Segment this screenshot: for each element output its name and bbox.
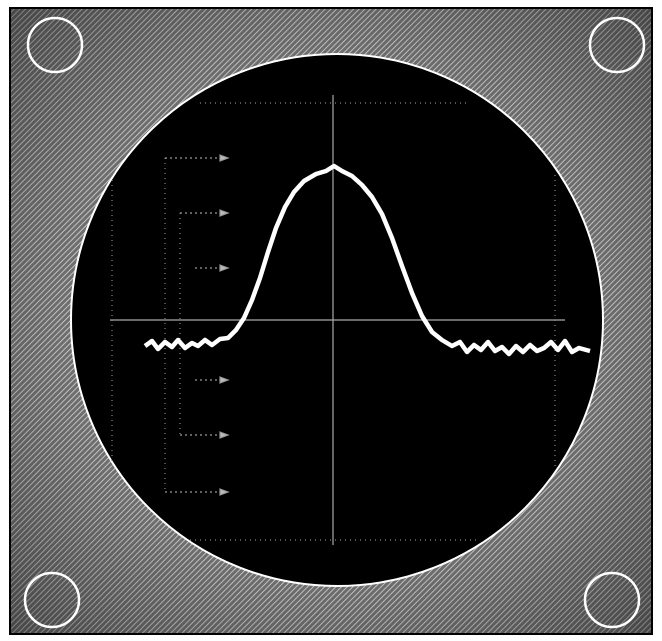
oscilloscope-photo [0, 0, 662, 641]
